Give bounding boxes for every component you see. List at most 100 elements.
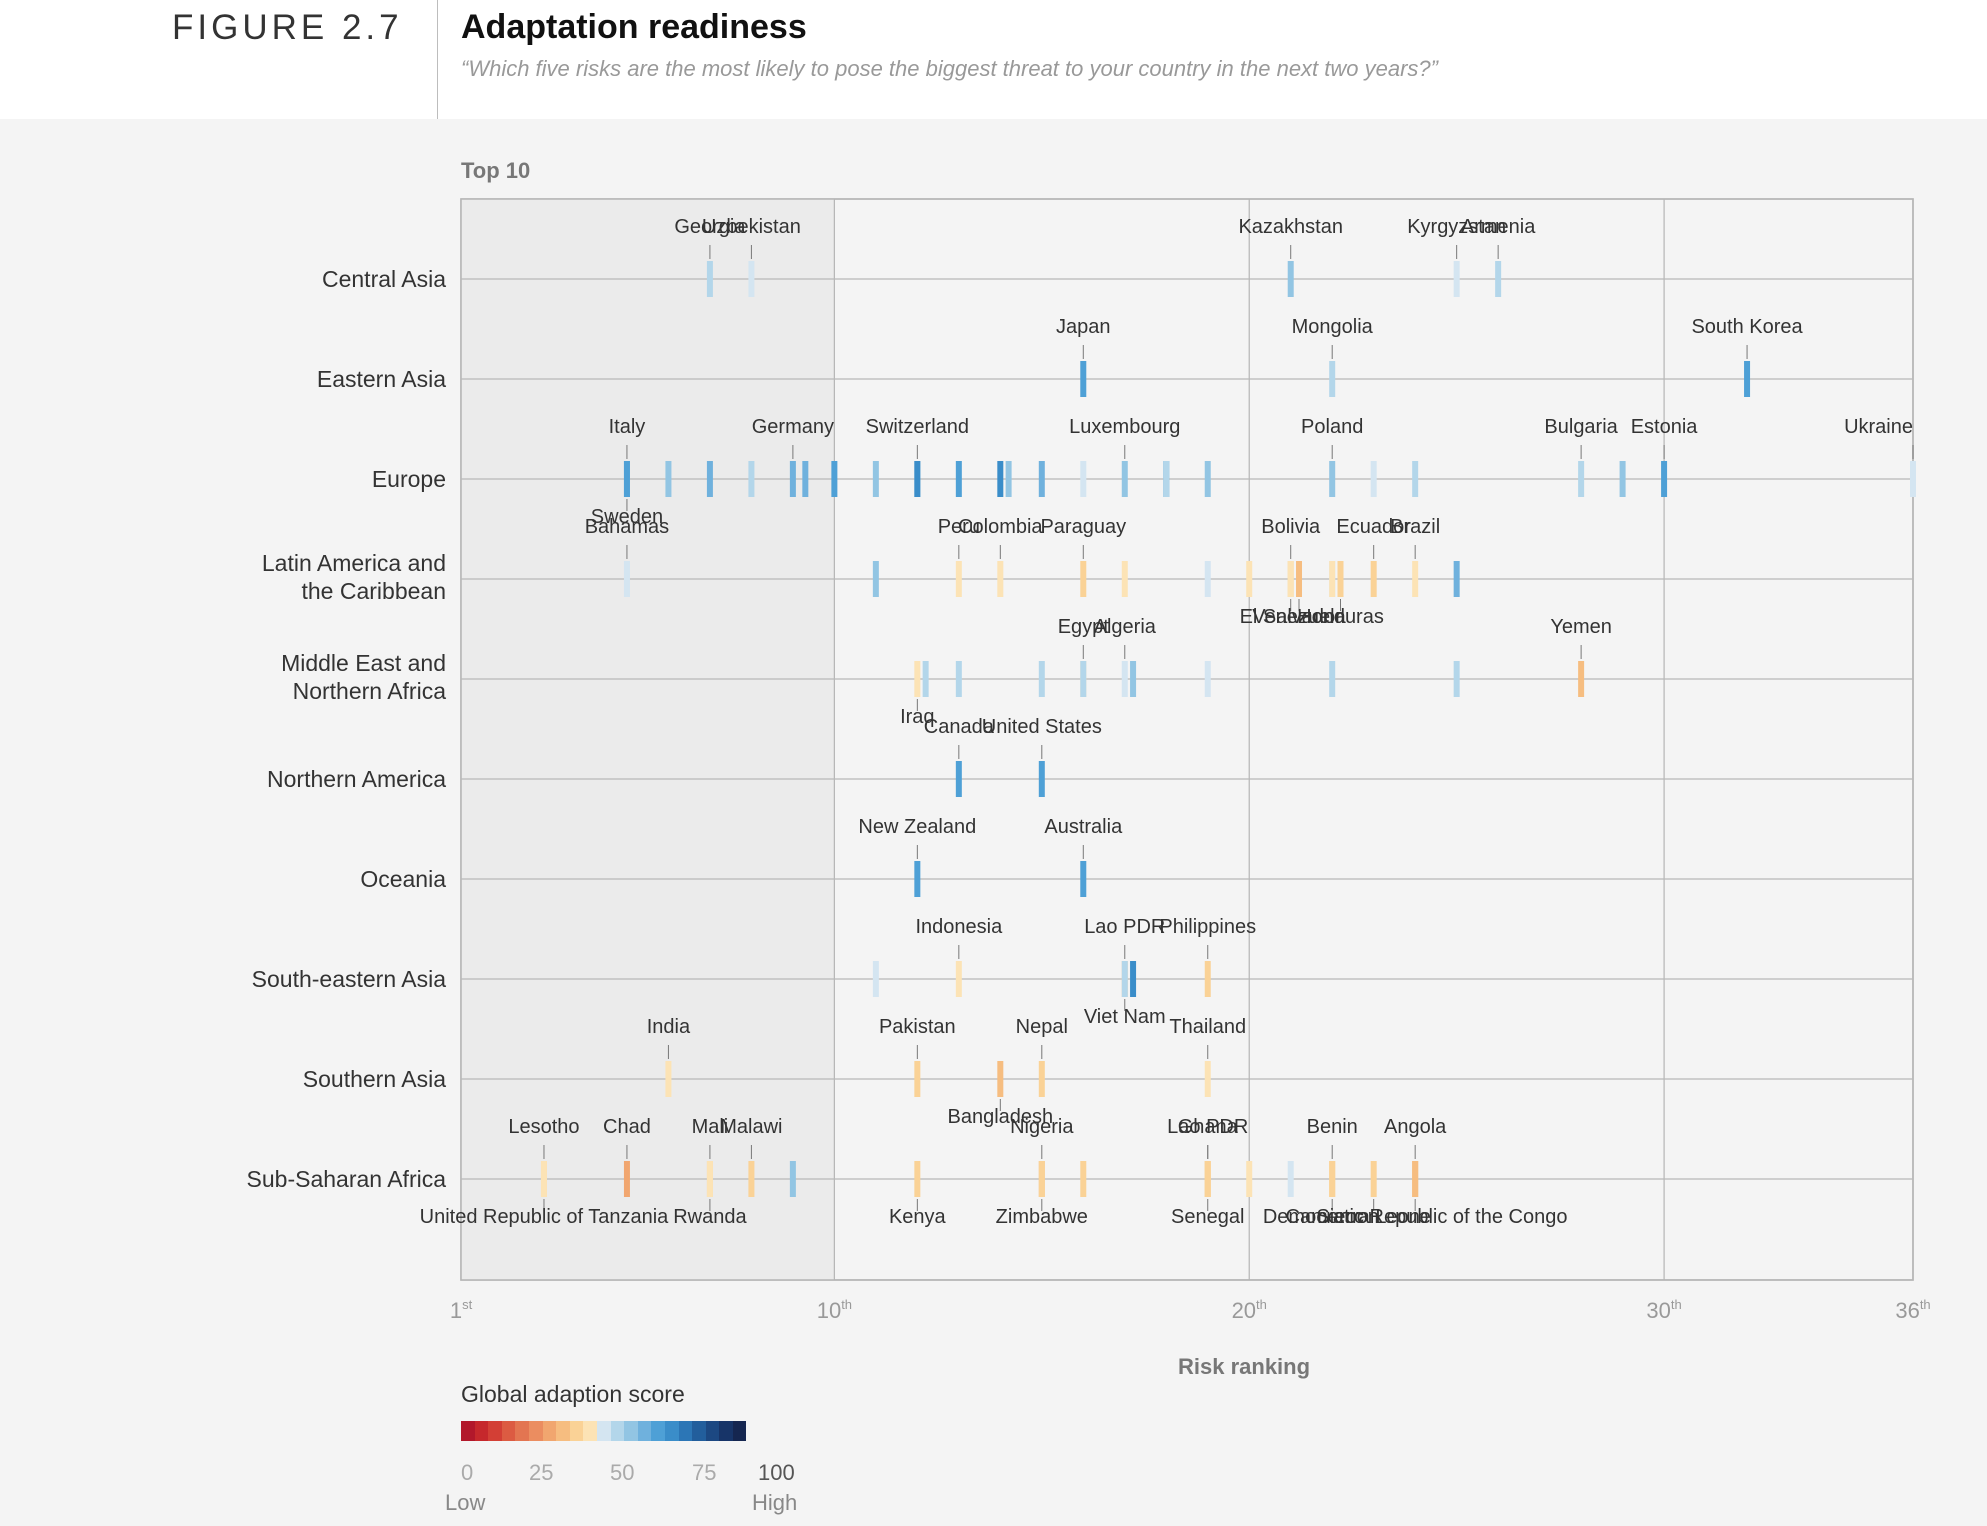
mark-kyrgyzstan (1453, 261, 1460, 297)
country-label: Nigeria (1010, 1116, 1074, 1138)
mark-united-states (1038, 761, 1045, 797)
legend-swatch (610, 1421, 625, 1441)
country-label: Peru (938, 516, 980, 538)
legend-tick-75: 75 (692, 1460, 717, 1485)
x-tick-label: 10th (817, 1297, 852, 1323)
country-label: Canada (924, 716, 995, 738)
mark-luxembourg (1121, 461, 1128, 497)
mark-unlabeled (1163, 461, 1170, 497)
mark-unlabeled (955, 661, 962, 697)
legend-swatch (624, 1421, 638, 1441)
legend-swatch (705, 1421, 720, 1441)
country-label: Cameroon (1286, 1206, 1379, 1228)
legend-swatch (637, 1421, 652, 1441)
country-label: Bangladesh (947, 1106, 1053, 1128)
country-label: Venezuela (1252, 606, 1346, 628)
legend-tick-0: 0 (461, 1460, 474, 1485)
mark-el-salvador (1287, 561, 1294, 597)
country-label: Kazakhstan (1238, 216, 1343, 238)
legend-high-label: High (752, 1490, 798, 1515)
mark-bangladesh (997, 1061, 1004, 1097)
mark-rwanda (706, 1161, 713, 1197)
mark-ukraine (1910, 461, 1916, 497)
mark-south-korea (1744, 361, 1751, 397)
legend-swatch (719, 1421, 733, 1441)
mark-unlabeled (872, 461, 879, 497)
mark-unlabeled (1005, 461, 1012, 497)
legend-swatch (515, 1421, 529, 1441)
mark-unlabeled (706, 461, 713, 497)
country-label: Honduras (1297, 606, 1384, 628)
legend-tick-100: 100 (758, 1460, 795, 1485)
mark-united-republic-of-tanzania (540, 1161, 547, 1197)
legend-tick-50: 50 (610, 1460, 635, 1485)
legend-swatch (556, 1421, 570, 1441)
country-label: United States (982, 716, 1102, 738)
mark-sweden (623, 461, 630, 497)
mark-unlabeled (1130, 961, 1137, 997)
region-label: Oceania (360, 866, 446, 892)
figure-header: FIGURE 2.7 Adaptation readiness “Which f… (0, 0, 1987, 119)
legend-swatch (569, 1421, 584, 1441)
mark-unlabeled (1204, 561, 1211, 597)
country-label: Bahamas (585, 516, 670, 538)
figure-number: FIGURE 2.7 (172, 8, 403, 47)
x-tick-label: 20th (1232, 1297, 1267, 1323)
region-label: Middle East and Northern Africa (281, 650, 446, 704)
mark-kazakhstan (1287, 261, 1294, 297)
mark-unlabeled (1246, 561, 1253, 597)
country-label: El Salvador (1240, 606, 1343, 628)
region-label: Latin America and the Caribbean (262, 550, 446, 604)
mark-chad (623, 1161, 630, 1197)
region-label: Southern Asia (303, 1066, 446, 1092)
header-divider (437, 0, 438, 119)
region-label: Central Asia (322, 266, 446, 292)
country-label: Ghana (1178, 1116, 1239, 1138)
mark-unlabeled (831, 461, 838, 497)
mark-estonia (1661, 461, 1668, 497)
region-label: South-eastern Asia (252, 966, 447, 992)
country-label: Uzbekistan (702, 216, 801, 238)
region-label: Northern America (267, 766, 446, 792)
mark-algeria (1121, 661, 1128, 697)
country-label: Egypt (1058, 616, 1110, 638)
country-label: South Korea (1691, 316, 1803, 338)
country-label: Lao PDR (1084, 916, 1165, 938)
x-tick-label: 30th (1646, 1297, 1681, 1323)
figure-title: Adaptation readiness (461, 8, 807, 46)
mark-unlabeled (1619, 461, 1626, 497)
country-label: Benin (1307, 1116, 1358, 1138)
mark-nepal (1038, 1061, 1045, 1097)
mark-democratic-republic-of-the-congo (1412, 1161, 1419, 1197)
mark-unlabeled (1080, 1161, 1087, 1197)
country-label: Japan (1056, 316, 1111, 338)
country-label: Mali (692, 1116, 729, 1138)
legend-color-scale (461, 1421, 747, 1441)
country-label: Armenia (1461, 216, 1536, 238)
mark-unlabeled (922, 661, 929, 697)
mark-unlabeled (914, 461, 921, 497)
mark-unlabeled (1080, 461, 1087, 497)
legend-swatch (488, 1421, 502, 1441)
mark-poland (1329, 461, 1336, 497)
mark-mongolia (1329, 361, 1336, 397)
country-label: Algeria (1094, 616, 1157, 638)
legend-swatch (501, 1421, 516, 1441)
mark-unlabeled (1080, 661, 1087, 697)
mark-sierra-leone (1370, 1161, 1377, 1197)
mark-viet-nam (1121, 961, 1128, 997)
mark-bulgaria (1578, 461, 1585, 497)
figure-subtitle: “Which five risks are the most likely to… (461, 56, 1438, 81)
mark-germany (789, 461, 796, 497)
mark-colombia (997, 561, 1004, 597)
mark-armenia (1495, 261, 1502, 297)
x-tick-label: 36th (1895, 1297, 1930, 1323)
mark-unlabeled (1453, 661, 1460, 697)
country-label: Senegal (1171, 1206, 1244, 1228)
country-label: Australia (1044, 816, 1123, 838)
panel-label: Top 10 (461, 158, 531, 183)
mark-unlabeled (1246, 1161, 1253, 1197)
legend-tick-25: 25 (529, 1460, 554, 1485)
mark-zimbabwe (1038, 1161, 1045, 1197)
mark-australia (1080, 861, 1087, 897)
